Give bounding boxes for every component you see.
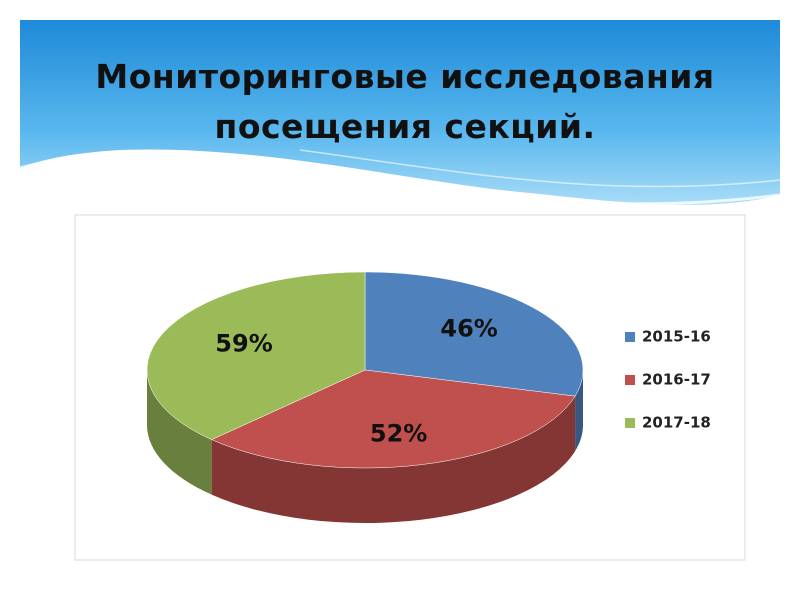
legend-label: 2017-18 — [642, 414, 711, 432]
legend-swatch — [625, 332, 635, 342]
legend-swatch — [625, 375, 635, 385]
header-band — [20, 20, 780, 205]
data-label: 59% — [215, 330, 272, 358]
pie-slice — [211, 369, 576, 469]
title: Мониторинговые исследования посещения се… — [95, 57, 715, 146]
legend-swatch — [625, 418, 635, 428]
pie: 46% 52% 59% — [146, 271, 584, 523]
wave — [19, 153, 781, 206]
pie-slice-side — [575, 370, 583, 452]
legend: 2015-16 2016-17 2017-18 — [625, 328, 711, 432]
pie-slice — [146, 271, 366, 440]
data-label: 52% — [370, 419, 427, 447]
pie-slice — [364, 271, 584, 397]
pie-slice-side — [147, 370, 212, 495]
pie-slice-side — [211, 396, 576, 523]
legend-label: 2016-17 — [642, 371, 711, 389]
legend-label: 2015-16 — [642, 328, 711, 346]
data-label: 46% — [440, 315, 497, 343]
wave — [299, 149, 781, 188]
